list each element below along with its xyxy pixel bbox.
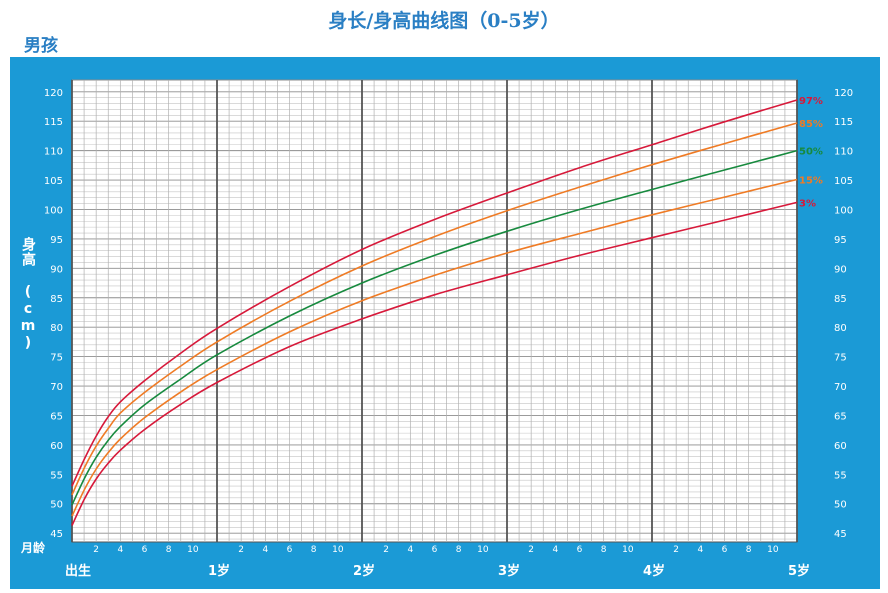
y-tick-label-right: 75: [834, 353, 847, 364]
series-line-15pct: [71, 178, 798, 517]
y-tick-label-left: 50: [50, 500, 63, 511]
x-axis-label: 月龄: [21, 541, 46, 555]
y-tick-label-right: 105: [834, 176, 853, 187]
y-tick-label-left: 65: [50, 411, 63, 422]
y-tick-label-left: 85: [50, 294, 63, 305]
chart-subtitle: 男孩: [24, 36, 58, 56]
y-tick-label-right: 70: [834, 382, 847, 393]
x-month-tick-label: 10: [477, 545, 489, 555]
x-month-tick-label: 2: [528, 545, 534, 555]
x-month-tick-label: 6: [722, 545, 728, 555]
series-line-3pct: [71, 201, 798, 526]
x-month-tick-label: 2: [383, 545, 389, 555]
y-tick-label-left: 55: [50, 470, 63, 481]
x-year-label: 1岁: [208, 563, 230, 579]
y-tick-label-right: 55: [834, 470, 847, 481]
x-month-tick-label: 6: [142, 545, 148, 555]
y-tick-label-left: 115: [44, 117, 63, 128]
y-tick-label-right: 65: [834, 411, 847, 422]
y-tick-label-left: 90: [50, 264, 63, 275]
x-year-label: 出生: [65, 563, 91, 579]
x-month-tick-label: 8: [166, 545, 172, 555]
y-tick-label-left: 45: [50, 529, 63, 540]
series-line-97pct: [71, 99, 798, 487]
x-year-label: 5岁: [788, 563, 810, 579]
y-tick-label-left: 70: [50, 382, 63, 393]
series-label-3pct: 3%: [799, 198, 816, 209]
y-tick-label-right: 110: [834, 147, 853, 158]
series-label-97pct: 97%: [799, 96, 823, 107]
x-month-tick-label: 4: [552, 545, 558, 555]
y-tick-label-right: 80: [834, 323, 847, 334]
y-tick-label-left: 80: [50, 323, 63, 334]
series-line-50pct: [71, 149, 798, 506]
y-tick-label-right: 120: [834, 88, 853, 99]
y-tick-label-right: 85: [834, 294, 847, 305]
y-tick-label-left: 95: [50, 235, 63, 246]
y-axis-label: 身高 (cm): [20, 237, 36, 352]
y-tick-label-left: 110: [44, 147, 63, 158]
x-year-label: 3岁: [498, 563, 520, 579]
x-month-tick-label: 2: [238, 545, 244, 555]
x-month-tick-label: 2: [93, 545, 99, 555]
y-tick-label-left: 105: [44, 176, 63, 187]
x-month-tick-label: 10: [332, 545, 344, 555]
x-year-label: 2岁: [353, 563, 375, 579]
x-month-tick-label: 10: [187, 545, 199, 555]
y-tick-label-right: 115: [834, 117, 853, 128]
y-tick-label-right: 45: [834, 529, 847, 540]
x-month-tick-label: 4: [262, 545, 268, 555]
x-month-tick-label: 4: [407, 545, 413, 555]
y-tick-label-left: 60: [50, 441, 63, 452]
y-tick-label-left: 120: [44, 88, 63, 99]
y-tick-label-right: 50: [834, 500, 847, 511]
x-month-tick-label: 4: [697, 545, 703, 555]
x-month-tick-label: 8: [601, 545, 607, 555]
y-tick-label-right: 100: [834, 205, 853, 216]
x-month-tick-label: 4: [117, 545, 123, 555]
chart-title: 身长/身高曲线图（0-5岁）: [328, 10, 560, 32]
x-month-tick-label: 10: [622, 545, 634, 555]
x-month-tick-label: 2: [673, 545, 679, 555]
series-label-15pct: 15%: [799, 175, 823, 186]
y-tick-label-left: 75: [50, 353, 63, 364]
series-line-85pct: [71, 122, 798, 496]
x-month-tick-label: 8: [746, 545, 752, 555]
y-tick-label-left: 100: [44, 205, 63, 216]
x-year-label: 4岁: [643, 563, 665, 579]
x-month-tick-label: 10: [767, 545, 779, 555]
x-month-tick-label: 8: [456, 545, 462, 555]
x-month-tick-label: 8: [311, 545, 317, 555]
x-month-tick-label: 6: [577, 545, 583, 555]
y-tick-label-right: 60: [834, 441, 847, 452]
x-month-tick-label: 6: [432, 545, 438, 555]
x-month-tick-label: 6: [287, 545, 293, 555]
y-tick-label-right: 90: [834, 264, 847, 275]
y-tick-label-right: 95: [834, 235, 847, 246]
series-label-50pct: 50%: [799, 147, 823, 158]
series-label-85pct: 85%: [799, 119, 823, 130]
